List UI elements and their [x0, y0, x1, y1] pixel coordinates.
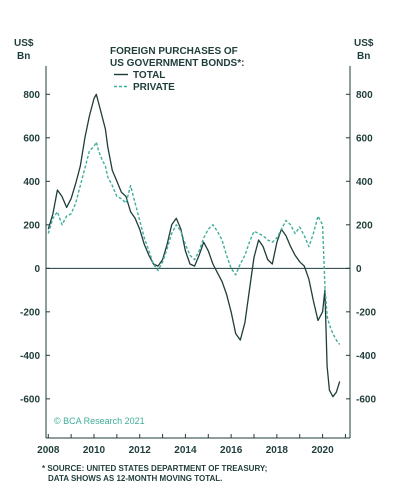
plot-frame: [45, 66, 351, 439]
y-tick-label-right: 200: [356, 220, 373, 231]
legend-label-total: TOTAL: [133, 70, 165, 81]
y-tick-label-right: -200: [356, 307, 376, 318]
right-unit-line-1: US$: [354, 38, 374, 49]
credit-text: © BCA Research 2021: [54, 416, 145, 426]
y-tick-label-right: 600: [356, 133, 373, 144]
x-tick-label: 2008: [37, 445, 60, 456]
y-tick-label-right: -600: [356, 394, 376, 405]
series-line-private: [47, 141, 341, 345]
x-axis-ticks: 2008 2010 2012 2014 2016 2018 2020: [37, 434, 346, 456]
title-line-2: US GOVERNMENT BONDS*:: [110, 58, 244, 69]
x-tick-label: 2010: [83, 445, 106, 456]
y-tick-label-right: -400: [356, 351, 376, 362]
y-tick-label-left: 200: [23, 220, 40, 231]
y-tick-label-left: -400: [20, 351, 40, 362]
y-tick-label-right: 800: [356, 90, 373, 101]
y-tick-label-left: 400: [23, 177, 40, 188]
y-tick-label-left: 600: [23, 133, 40, 144]
y-tick-label-left: 800: [23, 90, 40, 101]
footnote: * SOURCE: UNITED STATES DEPARTMENT OF TR…: [42, 464, 267, 483]
y-tick-label-right: 0: [356, 264, 362, 275]
y-axis-ticks: 800 800 600 600 400 400 200 200 0 0 -200 -200 -400 -4…: [20, 90, 376, 406]
y-tick-label-left: 0: [34, 264, 40, 275]
footnote-line-2: DATA SHOWS AS 12-MONTH MOVING TOTAL.: [48, 474, 222, 483]
series-line-total: [47, 93, 341, 398]
chart-title: FOREIGN PURCHASES OF US GOVERNMENT BONDS…: [110, 46, 244, 69]
title-line-1: FOREIGN PURCHASES OF: [110, 46, 238, 57]
x-tick-label: 2012: [129, 445, 152, 456]
y-tick-label-right: 400: [356, 177, 373, 188]
x-tick-label: 2016: [220, 445, 243, 456]
series-lines: [47, 93, 341, 398]
left-unit-line-1: US$: [14, 38, 34, 49]
x-tick-label: 2014: [174, 445, 197, 456]
unit-labels: US$ Bn US$ Bn: [14, 38, 374, 62]
right-unit-line-2: Bn: [357, 51, 370, 62]
legend-label-private: PRIVATE: [133, 82, 175, 93]
footnote-line-1: * SOURCE: UNITED STATES DEPARTMENT OF TR…: [42, 464, 267, 473]
y-tick-label-left: -200: [20, 307, 40, 318]
left-unit-line-2: Bn: [17, 51, 30, 62]
x-tick-label: 2018: [266, 445, 289, 456]
x-tick-label: 2020: [311, 445, 334, 456]
y-tick-label-left: -600: [20, 394, 40, 405]
